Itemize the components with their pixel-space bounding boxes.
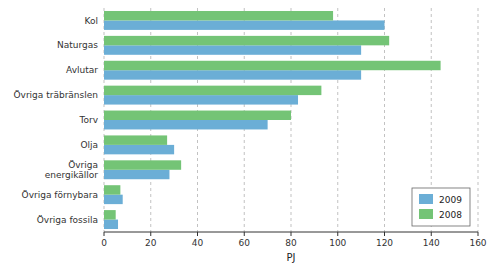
bar [104,20,385,29]
category-label: Torv [78,115,98,125]
chart: 0 20 40 60 80 100 120 140 160 Kol Naturgas Avlutar Ö… [0,0,492,266]
tick-mark [244,232,245,236]
tick-label: 40 [192,238,204,248]
bar [104,120,268,129]
category-label-line: Olja [80,140,98,150]
tick-label: 160 [469,238,486,248]
bar [104,36,389,45]
tick-mark [384,232,385,236]
category-label-line: energikällor [45,170,99,180]
tick-label: 140 [423,238,440,248]
tick-label: 120 [376,238,393,248]
tick-label: 20 [145,238,157,248]
tick-label: 0 [101,238,107,248]
category-label: Övriga träbränslen [13,90,98,100]
tick-label: 80 [285,238,297,248]
bar [104,210,116,219]
tick-mark [291,232,292,236]
bar [104,45,361,54]
x-axis-label: PJ [287,252,296,263]
category-label-line: Kol [85,16,98,26]
legend-box [412,188,470,226]
bar [104,195,123,204]
bar [104,170,169,179]
bar [104,220,118,229]
category-label: Övriga fossila [37,215,98,225]
tick-mark [337,232,338,236]
category-label: Kol [85,16,98,26]
category-label: Övrigaenergikällor [45,160,99,180]
bar [104,160,181,169]
bar [104,185,120,194]
category-label-line: Övriga [68,160,98,170]
legend-swatch [419,209,433,219]
tick-label: 100 [329,238,346,248]
category-label: Olja [80,140,98,150]
category-label: Avlutar [66,65,98,75]
bar [104,61,441,70]
bar [104,111,291,120]
category-label-line: Övriga förnybara [22,190,98,200]
grid [104,8,478,236]
bar [104,70,361,79]
category-label-line: Övriga träbränslen [13,90,98,100]
category-label: Övriga förnybara [22,190,98,200]
bar [104,145,174,154]
legend: 2009 2008 [412,188,470,226]
legend-label: 2009 [439,195,462,205]
bar [104,11,333,20]
tick-mark [478,232,479,236]
category-label-line: Övriga fossila [37,215,98,225]
bars [104,11,441,229]
legend-label: 2008 [439,210,462,220]
tick-label: 60 [239,238,251,248]
category-label-line: Torv [78,115,98,125]
legend-swatch [419,194,433,204]
category-label: Naturgas [57,40,98,50]
category-label-line: Naturgas [57,40,98,50]
tick-mark [431,232,432,236]
tick-mark [197,232,198,236]
bar [104,135,167,144]
category-label-line: Avlutar [66,65,98,75]
tick-mark [104,232,105,236]
bar [104,95,298,104]
bar [104,86,321,95]
tick-mark [150,232,151,236]
grid-line [478,8,479,232]
x-axis-line [104,232,478,233]
